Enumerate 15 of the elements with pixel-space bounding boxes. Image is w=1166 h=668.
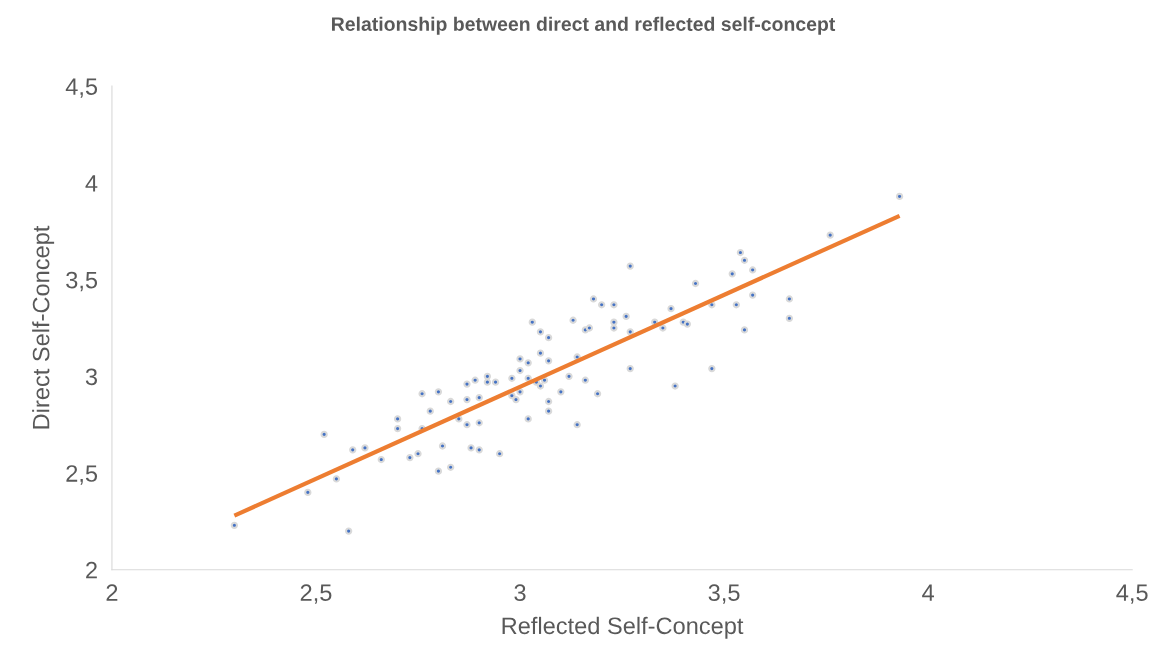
x-tick-label: 2 <box>106 584 118 601</box>
x-tick-label: 2,5 <box>300 584 332 604</box>
x-tick-label: 4,5 <box>1116 584 1148 604</box>
x-axis-title: Reflected Self-Concept <box>502 616 744 639</box>
y-tick-label: 2,5 <box>66 465 98 485</box>
y-tick-label: 3 <box>85 368 98 386</box>
x-tick-label: 3 <box>514 584 526 602</box>
x-tick-label: 4 <box>922 584 935 601</box>
x-tick-label: 3,5 <box>708 584 740 604</box>
y-tick-label: 3,5 <box>66 271 98 292</box>
chart-title: Relationship between direct and reflected self-concept <box>332 16 836 35</box>
y-tick-label: 4,5 <box>65 78 98 98</box>
y-tick-label: 2 <box>86 561 97 579</box>
y-axis-title: Direct Self-Concept <box>32 225 55 429</box>
y-tick-label: 4 <box>85 175 98 192</box>
